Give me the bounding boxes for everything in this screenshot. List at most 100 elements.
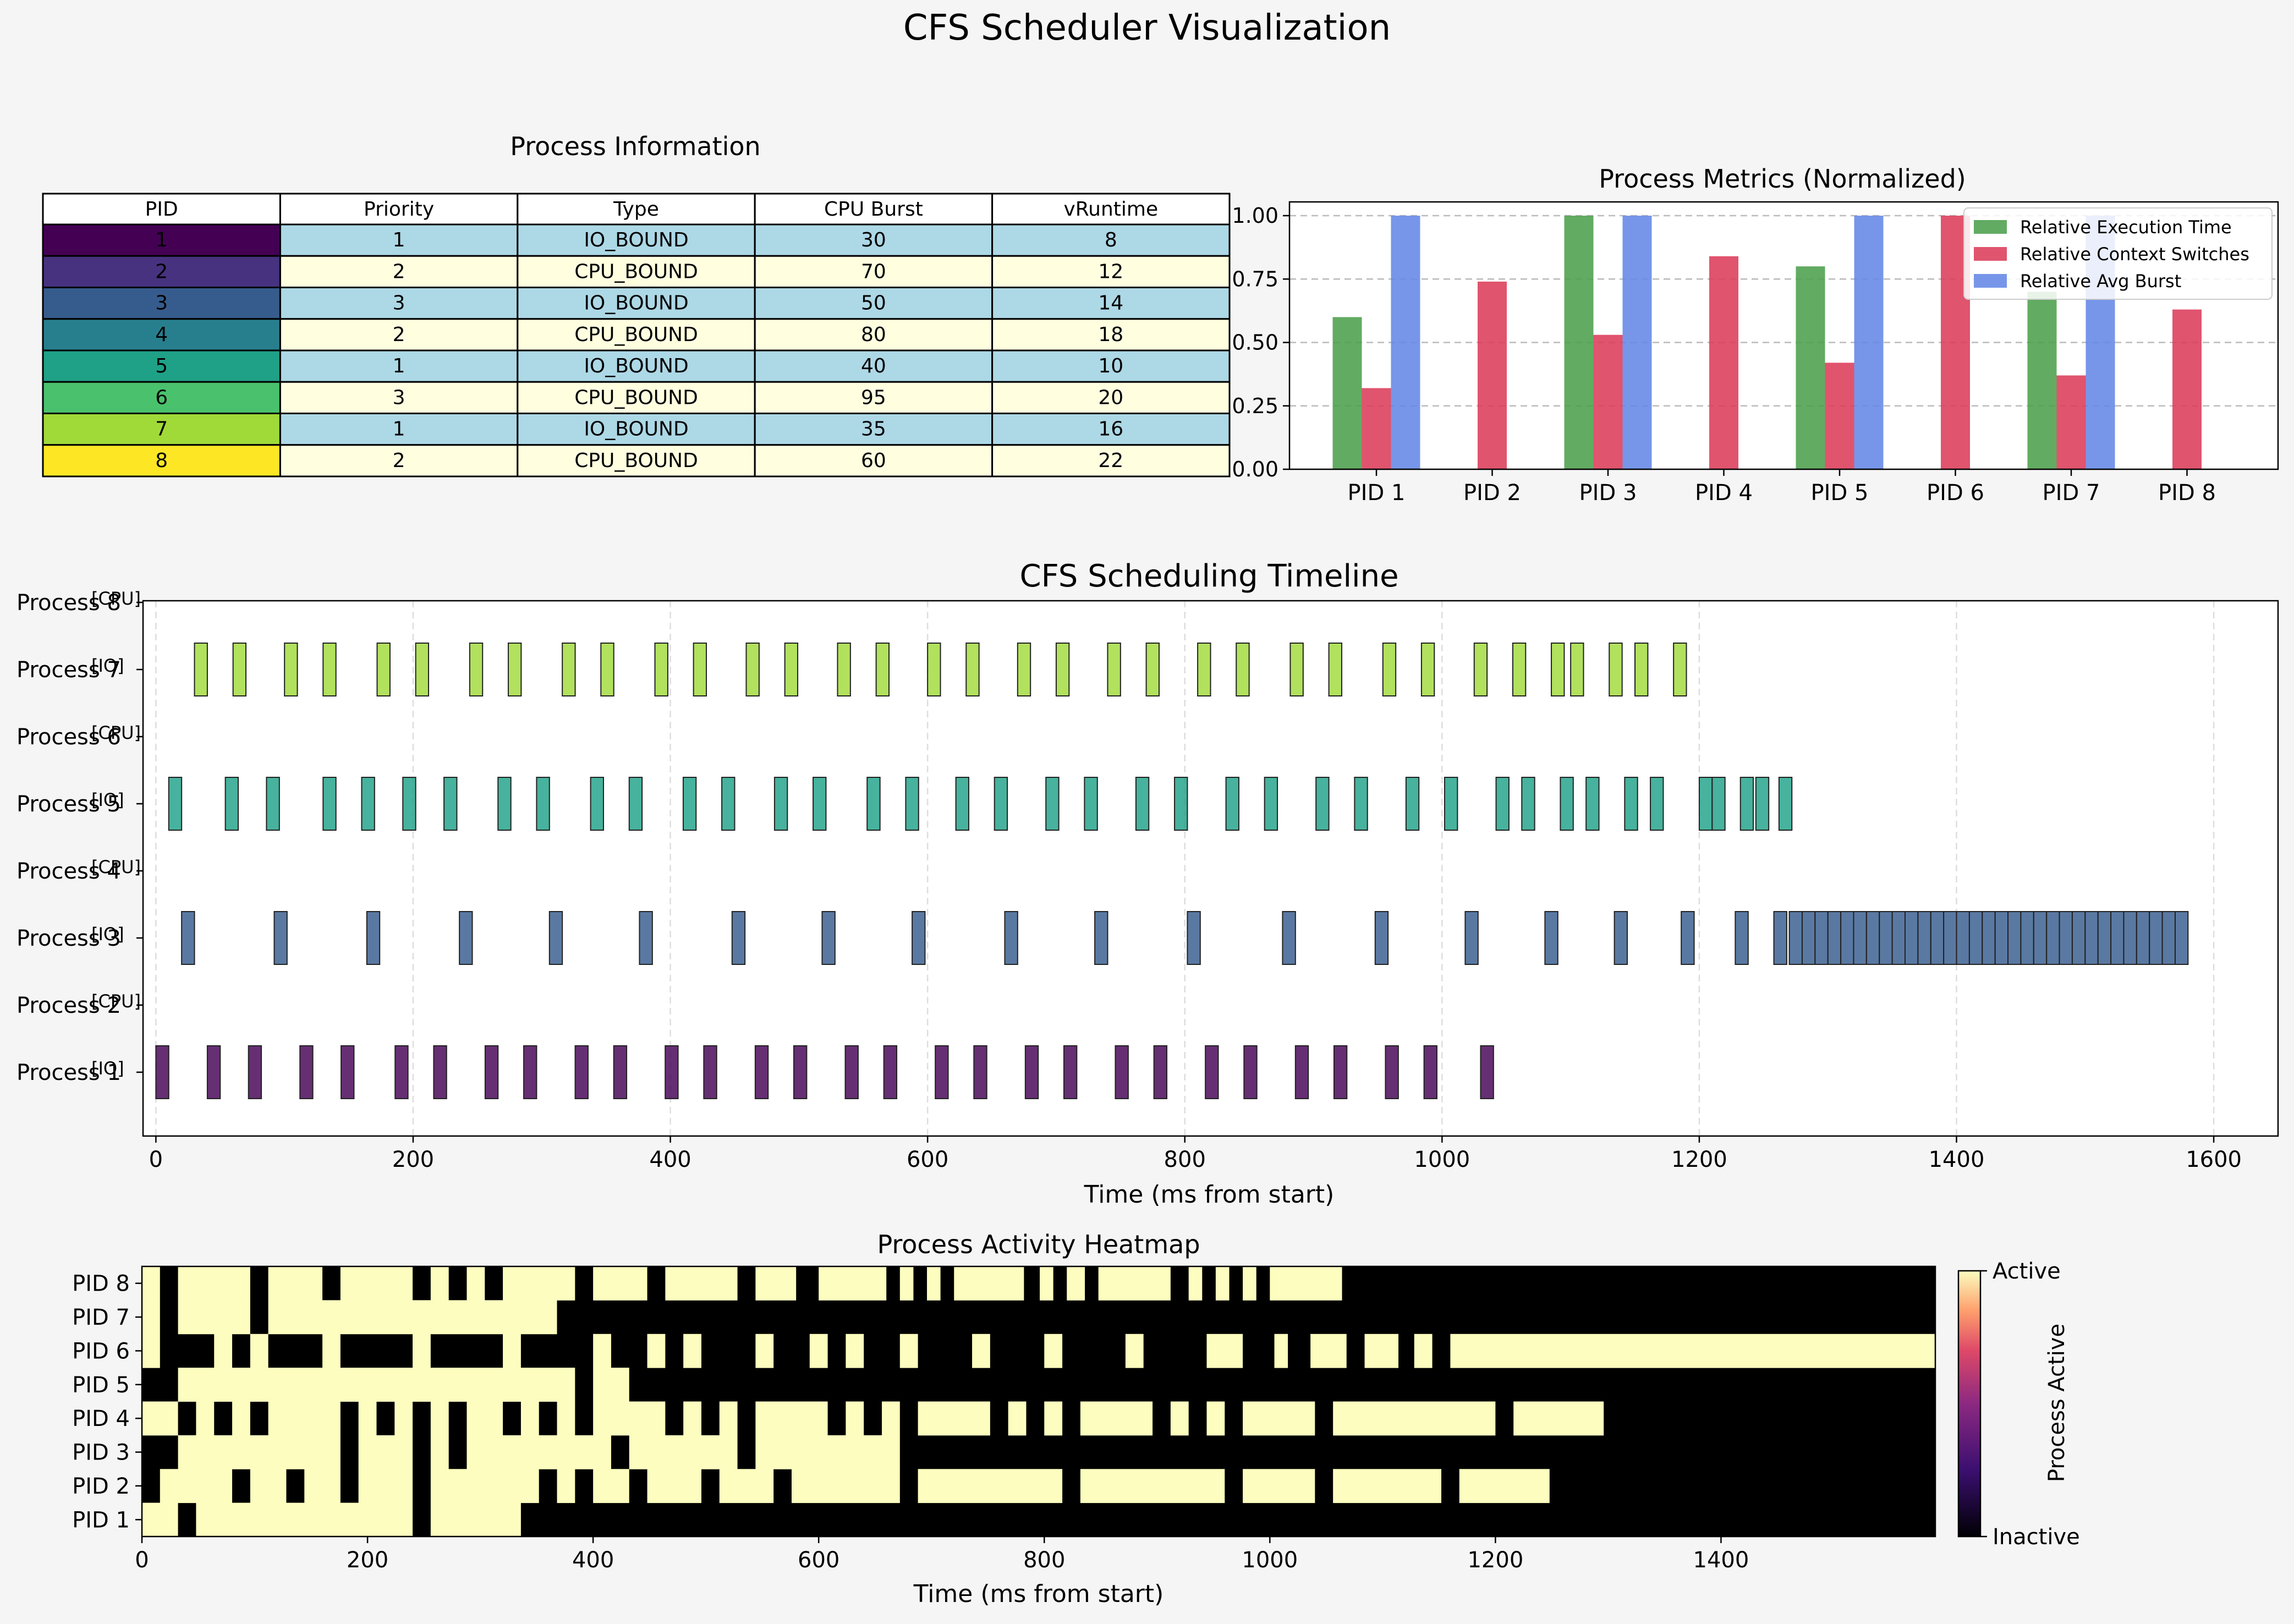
bar-ytick-label: 0.00 xyxy=(1232,457,1278,481)
heatmap-cell-pid-4 xyxy=(142,1401,178,1436)
table-cell-text: 3 xyxy=(393,386,405,409)
heatmap-cell-pid-4 xyxy=(1333,1401,1496,1436)
heatmap-cell-pid-2 xyxy=(1243,1469,1315,1504)
timeline-burst-pid3 xyxy=(1943,911,1957,965)
timeline-burst-pid5 xyxy=(721,777,736,831)
heatmap-cell-pid-2 xyxy=(593,1469,629,1504)
timeline-burst-pid5 xyxy=(1650,777,1664,831)
heatmap-cell-pid-8 xyxy=(954,1266,1024,1301)
bar-xtick-label: PID 5 xyxy=(1811,480,1869,506)
timeline-xtick-label: 600 xyxy=(907,1147,948,1172)
timeline-burst-pid5 xyxy=(1405,777,1420,831)
heatmap-cell-pid-4 xyxy=(1080,1401,1153,1436)
heatmap-cell-pid-8 xyxy=(927,1266,941,1301)
table-cell-text: IO_BOUND xyxy=(584,229,688,251)
timeline-xtick-label: 0 xyxy=(149,1147,163,1172)
timeline-burst-pid7 xyxy=(745,643,760,696)
timeline-burst-pid3 xyxy=(548,911,563,965)
timeline-burst-pid5 xyxy=(1560,777,1574,831)
timeline-burst-pid5 xyxy=(1174,777,1188,831)
timeline-burst-pid3 xyxy=(821,911,836,965)
timeline-burst-pid3 xyxy=(1788,911,1803,965)
heatmap-cell-pid-8 xyxy=(1243,1266,1256,1301)
heatmap-cell-pid-4 xyxy=(520,1401,539,1436)
timeline-burst-pid1 xyxy=(793,1045,808,1099)
heatmap-cell-pid-3 xyxy=(358,1435,413,1469)
timeline-burst-pid5 xyxy=(590,777,604,831)
bar-ytick-label: 0.50 xyxy=(1232,331,1278,355)
heatmap-cell-pid-8 xyxy=(467,1266,485,1301)
table-cell-text: 3 xyxy=(155,292,168,315)
timeline-row-label: Process 2 xyxy=(17,993,121,1018)
timeline-burst-pid7 xyxy=(693,643,707,696)
timeline-burst-pid3 xyxy=(1187,911,1201,965)
colorbar-gradient xyxy=(1957,1270,1982,1538)
heatmap-xtick-label: 1000 xyxy=(1242,1548,1298,1573)
bar-pid-5-s2 xyxy=(1854,216,1884,469)
timeline-burst-pid1 xyxy=(1243,1045,1258,1099)
timeline-burst-pid1 xyxy=(754,1045,769,1099)
timeline-burst-pid3 xyxy=(1735,911,1749,965)
table-cell xyxy=(517,318,756,352)
heatmap-xtick-label: 1200 xyxy=(1467,1548,1523,1573)
bar-ytick-label: 0.25 xyxy=(1232,394,1278,418)
timeline-burst-pid1 xyxy=(394,1045,409,1099)
table-cell-text: 70 xyxy=(861,260,886,283)
timeline-burst-pid3 xyxy=(273,911,288,965)
timeline-burst-pid7 xyxy=(1236,643,1250,696)
table-cell-text: CPU_BOUND xyxy=(574,449,698,472)
timeline-burst-pid3 xyxy=(1994,911,2009,965)
timeline-burst-pid3 xyxy=(181,911,195,965)
heatmap-cell-pid-4 xyxy=(1170,1401,1189,1436)
table-cell-text: 5 xyxy=(155,355,168,377)
timeline-burst-pid5 xyxy=(682,777,697,831)
timeline-burst-pid1 xyxy=(1153,1045,1168,1099)
heatmap-cell-pid-1 xyxy=(430,1502,521,1537)
timeline-burst-pid5 xyxy=(1045,777,1060,831)
heatmap-cell-pid-7 xyxy=(142,1300,160,1335)
heatmap-cell-pid-6 xyxy=(1274,1334,1288,1368)
timeline-burst-pid3 xyxy=(1374,911,1389,965)
timeline-burst-pid1 xyxy=(1333,1045,1348,1099)
bar-pid-3-s0 xyxy=(1564,216,1594,469)
heatmap-xtick-label: 400 xyxy=(572,1548,614,1573)
timeline-burst-pid1 xyxy=(206,1045,221,1099)
timeline-type-tag: [IO] xyxy=(91,1058,124,1079)
heatmap-cell-pid-6 xyxy=(503,1334,521,1368)
table-cell-text: IO_BOUND xyxy=(584,292,688,315)
bar-pid-7-s0 xyxy=(2027,292,2057,469)
heatmap-cell-pid-7 xyxy=(268,1300,557,1335)
bar-xtick-label: PID 1 xyxy=(1348,480,1406,506)
legend-swatch xyxy=(1974,247,2007,261)
heatmap-xtick-label: 800 xyxy=(1023,1548,1065,1573)
timeline-xtick-label: 400 xyxy=(649,1147,691,1172)
timeline-burst-pid7 xyxy=(322,643,337,696)
heatmap-cell-pid-2 xyxy=(1333,1469,1441,1504)
timeline-burst-pid5 xyxy=(813,777,827,831)
heatmap-cell-pid-4 xyxy=(394,1401,413,1436)
heatmap-cell-pid-6 xyxy=(1044,1334,1063,1368)
table-cell xyxy=(991,287,1231,320)
table-cell-text: 1 xyxy=(393,229,405,251)
heatmap-cell-pid-2 xyxy=(160,1469,233,1504)
timeline-row-label: Process 5 xyxy=(17,792,121,817)
timeline-burst-pid5 xyxy=(536,777,550,831)
table-cell xyxy=(754,287,994,320)
table-cell xyxy=(517,223,756,257)
timeline-burst-pid5 xyxy=(1084,777,1098,831)
heatmap-xtick-label: 600 xyxy=(798,1548,839,1573)
heatmap-xtick-label: 1400 xyxy=(1693,1548,1749,1573)
heatmap-row-label: PID 7 xyxy=(72,1305,130,1330)
bar-pid-2-s1 xyxy=(1478,281,1507,469)
timeline-burst-pid3 xyxy=(459,911,473,965)
timeline-burst-pid3 xyxy=(1614,911,1628,965)
timeline-burst-pid7 xyxy=(562,643,576,696)
table-cell-text: 30 xyxy=(861,229,886,251)
heatmap-cell-pid-6 xyxy=(593,1334,611,1368)
table-cell xyxy=(279,349,519,383)
timeline-burst-pid1 xyxy=(484,1045,499,1099)
timeline-burst-pid1 xyxy=(341,1045,355,1099)
table-cell-text: 16 xyxy=(1098,418,1123,441)
table-cell-text: 8 xyxy=(1105,229,1117,251)
table-cell-text: CPU_BOUND xyxy=(574,386,698,409)
